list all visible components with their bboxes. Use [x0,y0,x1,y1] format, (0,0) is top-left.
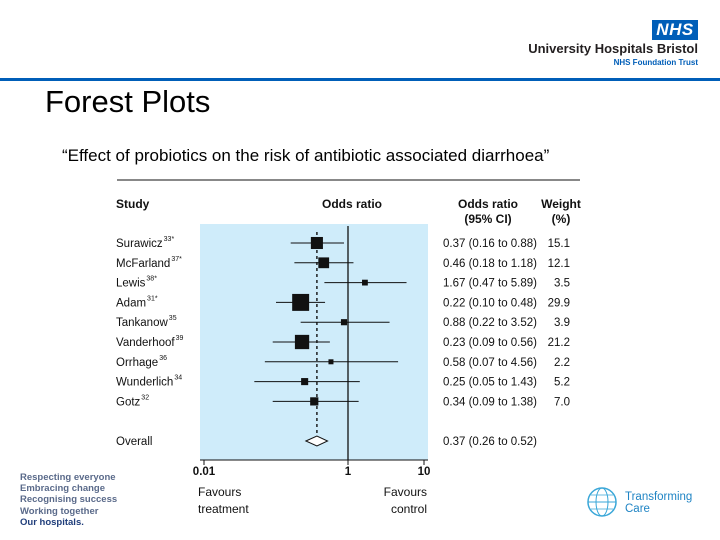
ci-value: 0.58 (0.07 to 4.56) [443,357,537,369]
weight-value: 29.9 [548,297,570,309]
weight-value: 12.1 [548,258,570,270]
ci-value: 0.88 (0.22 to 3.52) [443,317,537,329]
ci-value: 0.37 (0.16 to 0.88) [443,238,537,250]
ci-value: 0.34 (0.09 to 1.38) [443,396,537,408]
weight-value: 21.2 [548,337,570,349]
point-estimate [340,319,348,326]
value-item: Our hospitals. [20,516,84,528]
study-reference: 37* [171,256,182,263]
study-label: Gotz [116,396,141,408]
favours-treatment-label: treatment [198,502,249,516]
weight-value: 7.0 [554,396,570,408]
study-label: Wunderlich [116,377,173,389]
x-tick-label: 1 [345,466,352,478]
weight-value: 5.2 [554,377,570,389]
overall-label: Overall [116,436,152,448]
favours-control-label: Favours [384,485,427,499]
value-item: Recognising success [20,494,118,506]
study-label: Tankanow [116,317,168,329]
values-list: Respecting everyone Embracing change Rec… [20,472,117,528]
study-label: McFarland [116,258,170,270]
study-reference: 36 [159,355,167,362]
study-label: Adam [116,297,146,309]
overall-ci-value: 0.37 (0.26 to 0.52) [443,436,537,448]
value-item: Working together [20,505,99,517]
ci-value: 0.22 (0.10 to 0.48) [443,297,537,309]
organisation-name: University Hospitals Bristol [528,41,698,56]
x-tick-label: 10 [418,466,431,478]
study-reference: 39 [176,335,184,342]
column-header-odds-ratio: Odds ratio [322,197,382,211]
weight-value: 2.2 [554,357,570,369]
point-estimate [294,334,310,350]
column-header-ci: (95% CI) [464,212,511,226]
header-divider [0,78,720,81]
column-header-ci: Odds ratio [458,197,518,211]
point-estimate [362,279,368,286]
point-estimate [328,359,334,365]
study-reference: 32 [141,394,149,401]
point-estimate [310,397,319,406]
study-reference: 33* [164,236,175,243]
weight-value: 3.9 [554,317,570,329]
globe-icon [587,487,617,517]
weight-value: 15.1 [548,238,570,250]
ci-value: 0.46 (0.18 to 1.18) [443,258,537,270]
weight-value: 3.5 [554,278,570,290]
favours-control-label: control [391,502,427,516]
ci-value: 1.67 (0.47 to 5.89) [443,278,537,290]
study-label: Orrhage [116,357,158,369]
column-header-weight: (%) [552,212,571,226]
favours-treatment-label: Favours [198,485,241,499]
transforming-care-logo: Transforming Care [625,491,692,515]
study-reference: 31* [147,295,158,302]
column-header-weight: Weight [541,197,581,211]
x-tick-label: 0.01 [193,466,216,478]
overall-diamond [304,435,329,447]
column-header-study: Study [116,197,150,211]
transforming-care-line: Care [625,503,650,515]
slide-subtitle: “Effect of probiotics on the risk of ant… [62,146,550,165]
slide-title: Forest Plots [45,84,211,119]
ci-value: 0.25 (0.05 to 1.43) [443,377,537,389]
point-estimate [292,293,310,311]
value-item: Embracing change [20,483,105,495]
transforming-care-line: Transforming [625,491,693,503]
study-reference: 34 [174,375,182,382]
study-label: Vanderhoof [116,337,175,349]
study-label: Surawicz [116,238,163,250]
study-reference: 35 [169,315,177,322]
point-estimate [301,378,309,386]
value-item: Respecting everyone [20,472,116,483]
ci-value: 0.23 (0.09 to 0.56) [443,337,537,349]
study-label: Lewis [116,278,146,290]
trust-name: NHS Foundation Trust [613,58,698,67]
study-reference: 38* [146,276,157,283]
point-estimate [310,236,323,250]
point-estimate [318,257,330,269]
nhs-logo: NHS [652,20,698,40]
